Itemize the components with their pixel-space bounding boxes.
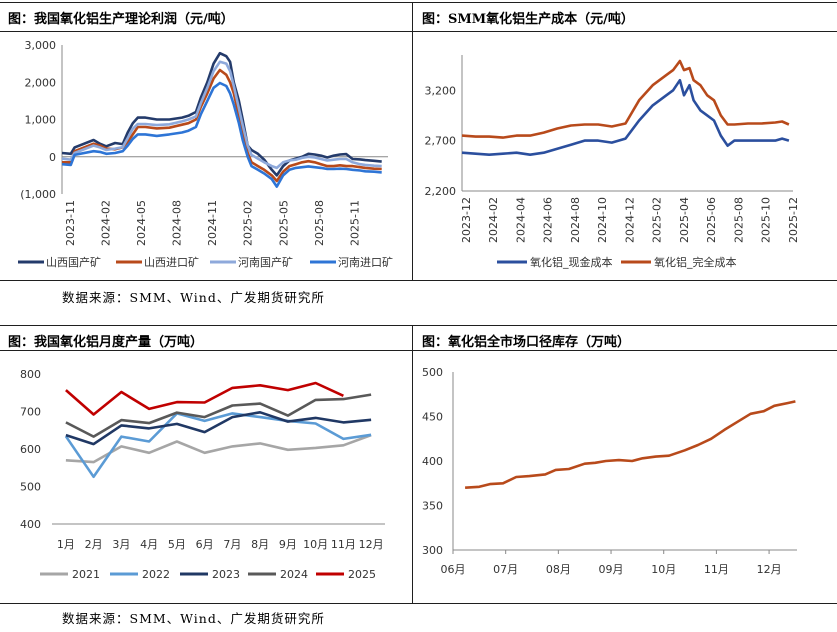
inventory-x-tick-label: 11月 bbox=[704, 563, 729, 576]
cost-x-tick-label: 2024-04 bbox=[514, 197, 527, 243]
inventory-y-tick-label: 350 bbox=[422, 500, 443, 513]
output-series-2021 bbox=[65, 433, 372, 464]
output-x-tick-label: 8月 bbox=[251, 538, 269, 551]
output-x-tick-label: 5月 bbox=[168, 538, 186, 551]
output-x-tick-label: 10月 bbox=[303, 538, 328, 551]
inventory-x-tick-label: 07月 bbox=[493, 563, 518, 576]
profit-series-line bbox=[62, 68, 382, 183]
output-y-tick-label: 600 bbox=[20, 443, 41, 456]
output-y-tick-label: 500 bbox=[20, 481, 41, 494]
profit-x-tick-label: 2024-11 bbox=[206, 200, 219, 246]
bottom-panels-bottom-border bbox=[0, 603, 837, 604]
output-series-2022 bbox=[64, 412, 372, 479]
output-x-tick-label: 11月 bbox=[331, 538, 356, 551]
inventory-x-tick-label: 09月 bbox=[599, 563, 624, 576]
cost-series-line bbox=[461, 78, 790, 156]
output-legend-label: 2022 bbox=[142, 568, 170, 581]
profit-legend-label: 山西进口矿 bbox=[144, 256, 199, 269]
profit-x-tick-label: 2025-11 bbox=[348, 200, 361, 246]
output-x-tick-label: 7月 bbox=[223, 538, 241, 551]
cost-x-tick-label: 2025-08 bbox=[732, 197, 745, 243]
cost-y-tick-label: 2,700 bbox=[425, 135, 457, 148]
output-x-tick-label: 4月 bbox=[140, 538, 158, 551]
cost-x-tick-label: 2024-12 bbox=[623, 197, 636, 243]
profit-legend-label: 河南进口矿 bbox=[338, 256, 393, 269]
cost-x-tick-label: 2025-02 bbox=[651, 197, 664, 243]
source-top-bottom-border bbox=[0, 325, 837, 326]
inventory-y-tick-label: 400 bbox=[422, 455, 443, 468]
top-border bbox=[0, 2, 837, 3]
data-source-bottom: 数据来源：SMM、Wind、广发期货研究所 bbox=[62, 611, 325, 626]
cost-y-tick-label: 2,200 bbox=[425, 185, 457, 198]
inventory-y-tick-label: 500 bbox=[422, 366, 443, 379]
header-divider-bottom bbox=[0, 350, 837, 351]
inventory-chart-title: 图：氧化铝全市场口径库存（万吨） bbox=[422, 335, 631, 350]
output-series-2025 bbox=[65, 381, 344, 416]
cost-x-tick-label: 2024-08 bbox=[569, 197, 582, 243]
profit-x-tick-label: 2025-05 bbox=[277, 200, 290, 246]
cost-x-tick-label: 2025-06 bbox=[705, 197, 718, 243]
profit-series-line bbox=[61, 81, 382, 188]
output-x-tick-label: 1月 bbox=[57, 538, 75, 551]
output-x-tick-label: 6月 bbox=[196, 538, 214, 551]
profit-y-tick-label: 3,000 bbox=[25, 39, 57, 52]
profit-legend-label: 山西国产矿 bbox=[46, 255, 101, 269]
cost-chart-title: 图：SMM氧化铝生产成本（元/吨） bbox=[422, 12, 634, 27]
output-x-tick-label: 12月 bbox=[359, 538, 384, 551]
header-divider-top bbox=[0, 31, 837, 32]
cost-x-tick-label: 2024-02 bbox=[487, 197, 500, 243]
output-x-tick-label: 3月 bbox=[112, 538, 130, 551]
cost-x-tick-label: 2025-04 bbox=[678, 197, 691, 243]
cost-legend-label: 氧化铝_完全成本 bbox=[654, 255, 737, 269]
profit-x-tick-label: 2023-11 bbox=[64, 200, 77, 246]
profit-y-tick-label: 1,000 bbox=[25, 114, 57, 127]
top-panels-divider bbox=[412, 2, 413, 280]
profit-x-tick-label: 2024-02 bbox=[99, 200, 112, 246]
bottom-panels-divider bbox=[412, 325, 413, 603]
profit-x-tick-label: 2025-08 bbox=[313, 200, 326, 246]
inventory-x-tick-label: 08月 bbox=[546, 563, 571, 576]
output-legend-label: 2021 bbox=[72, 568, 100, 581]
inventory-x-tick-label: 06月 bbox=[441, 563, 466, 576]
cost-legend-label: 氧化铝_现金成本 bbox=[530, 255, 613, 269]
inventory-y-tick-label: 450 bbox=[422, 411, 443, 424]
cost-x-tick-label: 2024-06 bbox=[542, 197, 555, 243]
cost-x-tick-label: 2023-12 bbox=[460, 197, 473, 243]
output-legend-label: 2023 bbox=[212, 568, 240, 581]
output-series-2023 bbox=[65, 411, 372, 446]
output-chart-title: 图：我国氧化铝月度产量（万吨） bbox=[8, 335, 204, 350]
profit-legend-label: 河南国产矿 bbox=[238, 255, 293, 269]
output-y-tick-label: 400 bbox=[20, 518, 41, 531]
profit-y-tick-label: 2,000 bbox=[25, 76, 57, 89]
profit-x-tick-label: 2025-02 bbox=[242, 200, 255, 246]
inventory-series-line bbox=[465, 400, 796, 489]
output-legend-label: 2024 bbox=[280, 568, 308, 581]
profit-y-tick-label: (1,000 bbox=[20, 188, 56, 201]
top-panels-bottom-border bbox=[0, 280, 837, 281]
cost-x-tick-label: 2025-12 bbox=[787, 197, 800, 243]
output-x-tick-label: 2月 bbox=[85, 538, 103, 551]
inventory-x-tick-label: 10月 bbox=[651, 563, 676, 576]
profit-series-line bbox=[61, 60, 382, 170]
inventory-x-tick-label: 12月 bbox=[757, 563, 782, 576]
cost-x-tick-label: 2024-10 bbox=[596, 197, 609, 243]
output-y-tick-label: 800 bbox=[20, 368, 41, 381]
output-series-2024 bbox=[65, 393, 372, 438]
profit-y-tick-label: 0 bbox=[49, 151, 56, 164]
cost-series-line bbox=[461, 59, 790, 139]
profit-x-tick-label: 2024-05 bbox=[135, 200, 148, 246]
cost-x-tick-label: 2025-10 bbox=[760, 197, 773, 243]
output-legend-label: 2025 bbox=[348, 568, 376, 581]
profit-x-tick-label: 2024-08 bbox=[171, 200, 184, 246]
profit-chart-title: 图：我国氧化铝生产理论利润（元/吨） bbox=[8, 12, 234, 27]
output-x-tick-label: 9月 bbox=[279, 538, 297, 551]
data-source-top: 数据来源：SMM、Wind、广发期货研究所 bbox=[62, 290, 325, 305]
output-y-tick-label: 700 bbox=[20, 406, 41, 419]
inventory-y-tick-label: 300 bbox=[422, 544, 443, 557]
cost-y-tick-label: 3,200 bbox=[425, 84, 457, 97]
